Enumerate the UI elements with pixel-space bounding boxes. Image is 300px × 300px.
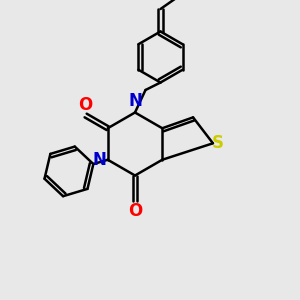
- Text: N: N: [128, 92, 142, 110]
- Text: O: O: [128, 202, 142, 220]
- Text: S: S: [212, 134, 224, 152]
- Text: O: O: [79, 96, 93, 114]
- Text: N: N: [92, 151, 106, 169]
